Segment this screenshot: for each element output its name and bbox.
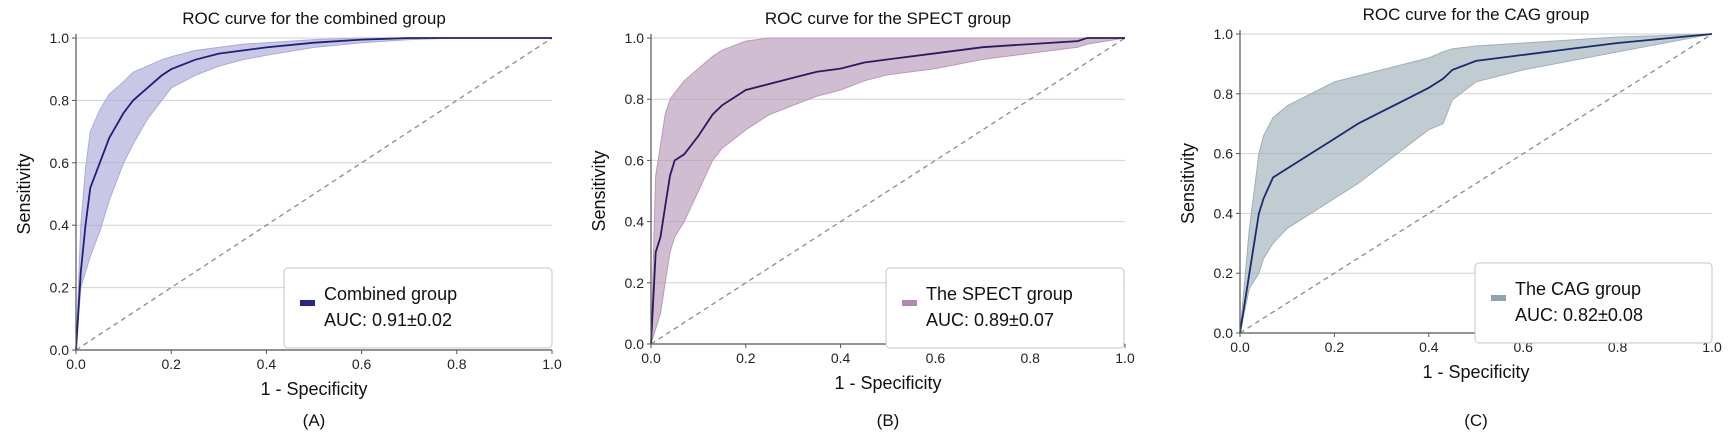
legend: The SPECT group AUC: 0.89±0.07 <box>885 267 1125 349</box>
legend-swatch <box>300 300 315 306</box>
y-tick-label: 0.0 <box>50 342 70 358</box>
x-tick-label: 0.8 <box>1020 350 1040 366</box>
x-tick-label: 0.6 <box>352 356 372 372</box>
x-tick-label: 0.0 <box>641 350 661 366</box>
y-axis-label: Sensitivity <box>1178 143 1198 224</box>
legend-auc: AUC: 0.89±0.07 <box>926 310 1054 330</box>
x-tick-label: 0.4 <box>257 356 277 372</box>
y-tick-label: 1.0 <box>50 30 70 46</box>
y-tick-label: 0.2 <box>625 275 645 291</box>
y-tick-label: 0.8 <box>625 91 645 107</box>
x-axis-label: 1 - Specificity <box>834 373 941 393</box>
x-tick-label: 0.8 <box>447 356 467 372</box>
roc-curve-line <box>1239 33 1713 334</box>
y-tick-label: 1.0 <box>625 30 645 46</box>
chance-diagonal <box>650 37 1126 345</box>
x-tick-label: 0.0 <box>1230 339 1250 355</box>
roc-curve-line <box>75 37 552 351</box>
legend-auc: AUC: 0.82±0.08 <box>1515 305 1643 325</box>
y-tick-label: 0.2 <box>50 280 70 296</box>
y-tick-label: 0.8 <box>1214 86 1234 102</box>
chart-title: ROC curve for the CAG group <box>1363 5 1590 24</box>
legend: The CAG group AUC: 0.82±0.08 <box>1474 262 1713 344</box>
y-tick-label: 0.4 <box>1214 205 1234 221</box>
chance-diagonal <box>1239 33 1713 334</box>
legend-box <box>1474 262 1713 344</box>
x-tick-label: 0.2 <box>1325 339 1345 355</box>
legend-box <box>885 267 1125 349</box>
y-tick-label: 1.0 <box>1214 26 1234 42</box>
x-tick-label: 0.0 <box>66 356 86 372</box>
legend-auc: AUC: 0.91±0.02 <box>324 310 452 330</box>
x-tick-label: 1.0 <box>1115 350 1135 366</box>
panel-label: (B) <box>877 411 900 430</box>
x-tick-label: 1.0 <box>542 356 562 372</box>
y-tick-label: 0.0 <box>1214 325 1234 341</box>
chance-diagonal <box>75 37 553 351</box>
y-tick-label: 0.8 <box>50 92 70 108</box>
y-axis-label: Sensitivity <box>589 150 609 231</box>
roc-panel-1: 0.0 0.2 0.4 0.6 0.8 1.0 0.0 0.2 0.4 0.6 0.8 1.0 ROC … <box>14 9 562 430</box>
y-tick-label: 0.0 <box>625 336 645 352</box>
legend-series-name: The SPECT group <box>926 284 1073 304</box>
x-tick-label: 0.2 <box>736 350 756 366</box>
y-tick-label: 0.4 <box>50 217 70 233</box>
y-tick-label: 0.6 <box>1214 146 1234 162</box>
x-axis-label: 1 - Specificity <box>260 379 367 399</box>
chart-title: ROC curve for the combined group <box>182 9 446 28</box>
legend-swatch <box>1491 295 1506 301</box>
legend-box <box>283 267 553 349</box>
roc-panel-2: 0.0 0.2 0.4 0.6 0.8 1.0 0.0 0.2 0.4 0.6 0.8 1.0 ROC … <box>589 9 1135 430</box>
x-tick-label: 0.2 <box>161 356 181 372</box>
legend-swatch <box>902 300 917 306</box>
roc-panel-3: 0.0 0.2 0.4 0.6 0.8 1.00.00.20.40.60.81.0ROC … <box>1178 5 1722 430</box>
confidence-band <box>75 37 552 351</box>
x-axis-label: 1 - Specificity <box>1422 362 1529 382</box>
y-tick-label: 0.6 <box>625 152 645 168</box>
legend-series-name: Combined group <box>324 284 457 304</box>
chart-title: ROC curve for the SPECT group <box>765 9 1011 28</box>
legend-series-name: The CAG group <box>1515 279 1641 299</box>
x-tick-label: 0.6 <box>926 350 946 366</box>
roc-curve-line <box>650 37 1125 345</box>
y-tick-label: 0.4 <box>625 214 645 230</box>
y-tick-label: 0.6 <box>50 155 70 171</box>
legend: Combined group AUC: 0.91±0.02 <box>283 267 553 349</box>
panel-label: (A) <box>303 411 326 430</box>
x-tick-label: 0.4 <box>831 350 851 366</box>
y-axis-label: Sensitivity <box>14 153 34 234</box>
y-tick-label: 0.2 <box>1214 265 1234 281</box>
x-tick-label: 0.4 <box>1419 339 1439 355</box>
panel-label: (C) <box>1464 411 1488 430</box>
